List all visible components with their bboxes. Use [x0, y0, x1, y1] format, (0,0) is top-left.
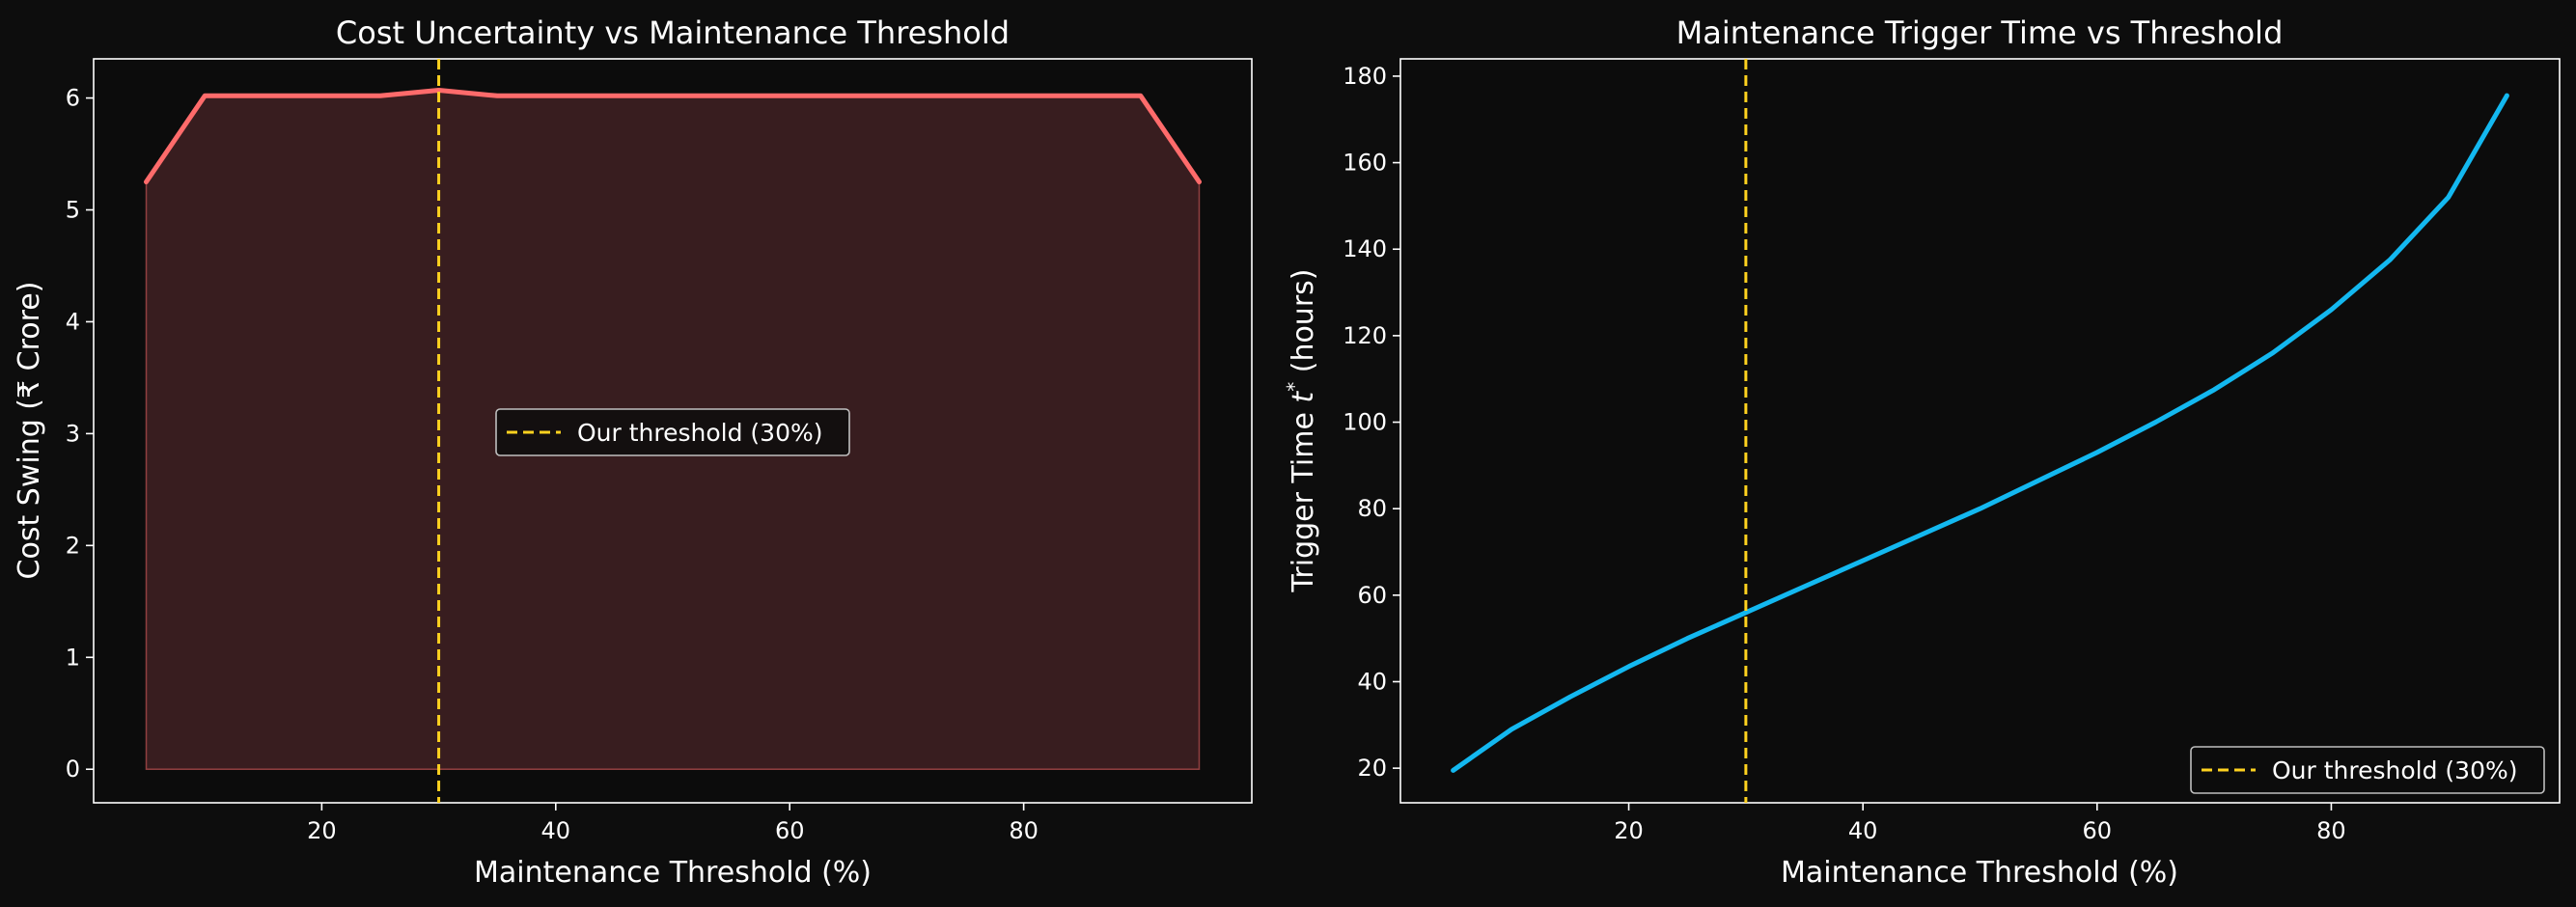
- x-axis-ticks: 20 40 60 80: [307, 803, 1039, 844]
- y-tick-label: 180: [1343, 63, 1387, 90]
- legend-threshold-label: Our threshold (30%): [2272, 756, 2518, 784]
- y-tick-label: 1: [66, 644, 80, 671]
- y-axis-label: Cost Swing (₹ Crore): [13, 282, 46, 580]
- x-tick-label: 20: [1614, 817, 1644, 844]
- x-tick-label: 20: [307, 817, 337, 844]
- y-tick-label: 20: [1357, 755, 1387, 782]
- chart-trigger-time: Maintenance Trigger Time vs Threshold 20…: [1283, 14, 2561, 890]
- y-tick-label: 2: [66, 532, 80, 559]
- x-axis-ticks: 20 40 60 80: [1614, 803, 2346, 844]
- x-tick-label: 80: [1009, 817, 1039, 844]
- chart-cost-uncertainty: Cost Uncertainty vs Maintenance Threshol…: [13, 14, 1253, 890]
- legend: Our threshold (30%): [2190, 746, 2545, 794]
- y-axis-ticks: 0 1 2 3 4 5 6: [66, 85, 94, 783]
- trigger-time-line: [1451, 93, 2509, 773]
- x-tick-label: 40: [1848, 817, 1878, 844]
- cost-swing-line: [144, 88, 1202, 184]
- chart-title: Cost Uncertainty vs Maintenance Threshol…: [336, 14, 1010, 51]
- legend-box: [495, 408, 850, 456]
- legend-threshold-label: Our threshold (30%): [577, 419, 823, 447]
- legend-box: [2190, 746, 2545, 794]
- y-tick-label: 120: [1343, 322, 1387, 349]
- y-axis-ticks: 20 40 60 80 100 120 140 160 180: [1343, 63, 1400, 782]
- y-tick-label: 0: [66, 756, 80, 783]
- plot-area: [1399, 58, 2561, 804]
- y-tick-label: 80: [1357, 495, 1387, 522]
- y-tick-label: 3: [66, 420, 80, 447]
- x-tick-label: 40: [541, 817, 571, 844]
- y-axis-label: Trigger Time t* (hours): [1283, 268, 1320, 592]
- x-tick-label: 60: [775, 817, 805, 844]
- x-tick-label: 60: [2083, 817, 2113, 844]
- chart-title: Maintenance Trigger Time vs Threshold: [1676, 14, 2284, 51]
- x-axis-label: Maintenance Threshold (%): [1781, 856, 2178, 890]
- y-tick-label: 5: [66, 197, 80, 224]
- x-axis-label: Maintenance Threshold (%): [474, 856, 872, 890]
- y-tick-label: 40: [1357, 668, 1387, 695]
- y-tick-label: 160: [1343, 150, 1387, 177]
- y-tick-label: 6: [66, 85, 80, 112]
- y-tick-label: 4: [66, 308, 80, 335]
- y-tick-label: 60: [1357, 582, 1387, 609]
- y-tick-label: 100: [1343, 409, 1387, 436]
- legend: Our threshold (30%): [495, 408, 850, 456]
- y-tick-label: 140: [1343, 235, 1387, 262]
- x-tick-label: 80: [2316, 817, 2346, 844]
